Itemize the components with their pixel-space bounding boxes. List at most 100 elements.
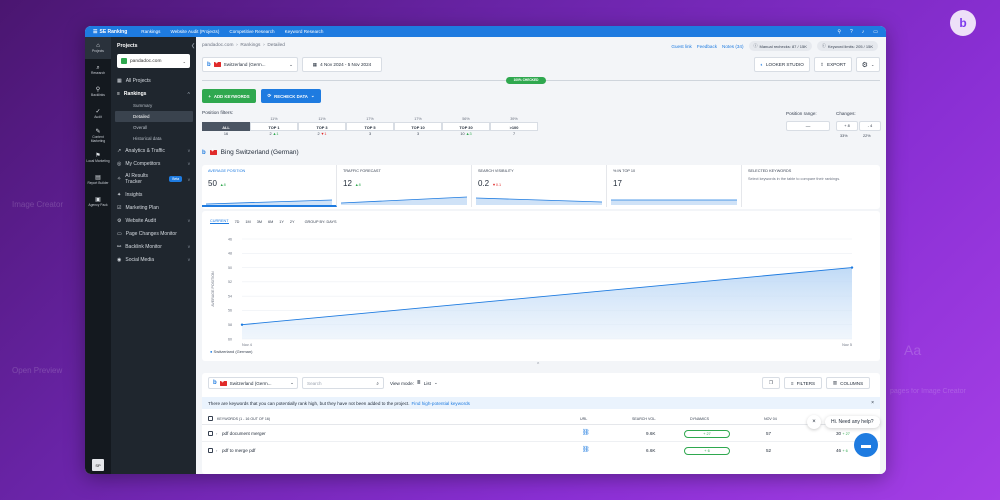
chat-button[interactable]: ▬ — [854, 433, 878, 457]
keyword-text[interactable]: pdf document merger — [222, 431, 266, 436]
bell-icon[interactable]: ♪ — [861, 28, 865, 35]
sidebar-sub-detailed[interactable]: Detailed — [115, 111, 193, 122]
tab-6m[interactable]: 6M — [267, 219, 274, 224]
keyword-limits-chip[interactable]: ⓘ Keyword limits: 205 / 15K — [816, 41, 878, 51]
filter-over100[interactable]: 39% >100 7 — [490, 116, 538, 138]
copy-button[interactable]: ❐ — [762, 377, 780, 389]
metric-average-position[interactable]: AVERAGE POSITION 50 ▲8 — [202, 165, 337, 207]
col-search-vol[interactable]: SEARCH VOL. — [632, 417, 657, 421]
location-icon[interactable]: ⚲ — [837, 28, 841, 35]
metric-top10[interactable]: % IN TOP 10 17 — [607, 165, 742, 207]
url-link-icon[interactable]: ⛓ — [582, 430, 590, 436]
sidebar-sub-historical[interactable]: Historical data — [133, 136, 162, 141]
rail-audit[interactable]: ✓ Audit — [85, 103, 111, 125]
help-icon[interactable]: ? — [849, 28, 853, 35]
rail-local-marketing[interactable]: ⚑ Local Marketing — [85, 147, 111, 169]
sidebar-item-social-media[interactable]: ◉ Social Media v — [111, 253, 196, 266]
sidebar-item-page-changes[interactable]: ▭ Page Changes Monitor — [111, 227, 196, 240]
window-icon[interactable]: ▭ — [873, 28, 878, 35]
engine-selector[interactable]: b Switzerland (Germ... ⌄ — [202, 57, 298, 72]
url-link-icon[interactable]: ⛓ — [582, 447, 590, 453]
expand-icon[interactable]: › — [216, 448, 218, 453]
nav-keyword-research[interactable]: Keyword Research — [284, 29, 324, 34]
select-all-checkbox[interactable] — [208, 416, 213, 421]
sidebar-item-ai-results[interactable]: ✧ AI Results Tracker Beta v — [111, 170, 196, 188]
metric-traffic-forecast[interactable]: TRAFFIC FORECAST 12 ▲8 — [337, 165, 472, 207]
filter-top30[interactable]: 56% TOP 30 10 ▲3 — [442, 116, 490, 138]
looker-studio-button[interactable]: ◐ LOOKER STUDIO — [754, 57, 810, 72]
rail-backlinks[interactable]: ⚲ Backlinks — [85, 81, 111, 103]
filter-all[interactable]: ALL 16 — [202, 116, 250, 138]
col-url[interactable]: URL — [580, 417, 588, 421]
rail-report-builder[interactable]: ▤ Report Builder — [85, 169, 111, 191]
sidebar-item-analytics[interactable]: ↗ Analytics & Traffic v — [111, 144, 196, 157]
tab-current[interactable]: CURRENT — [210, 219, 229, 224]
row-checkbox[interactable] — [208, 431, 213, 436]
add-keywords-button[interactable]: + ADD KEYWORDS — [202, 89, 256, 103]
tab-1y[interactable]: 1Y — [279, 219, 284, 224]
changes-down-text: - 4 — [867, 124, 873, 128]
date-range-picker[interactable]: ▦ 4 Nov 2024 - 5 Nov 2024 — [302, 57, 382, 72]
col-dynamics[interactable]: DYNAMICS — [690, 417, 709, 421]
tab-2y[interactable]: 2Y — [289, 219, 295, 224]
sidebar-sub-overall[interactable]: Overall — [133, 125, 148, 130]
collapse-chart-icon[interactable]: ⌃ — [536, 362, 541, 368]
close-help-icon[interactable]: × — [807, 415, 821, 429]
nav-competitive-research[interactable]: Competitive Research — [229, 29, 275, 34]
nav-rankings[interactable]: Rankings — [141, 29, 161, 34]
rail-content-marketing[interactable]: ✎ Content Marketing — [85, 125, 111, 147]
expand-icon[interactable]: › — [216, 431, 218, 436]
rail-research[interactable]: ⌕ Research — [85, 59, 111, 81]
guest-link[interactable]: Guest link — [671, 43, 692, 49]
sidebar-sub-summary[interactable]: Summary — [133, 103, 153, 108]
metric-search-visibility[interactable]: SEARCH VISIBILITY 0.2 ▼0.1 — [472, 165, 607, 207]
sidebar-item-insights[interactable]: ✦ Insights — [111, 188, 196, 201]
manual-rechecks-chip[interactable]: ⓘ Manual rechecks: 87 / 15K — [748, 41, 812, 51]
breadcrumb-project[interactable]: pandadoc.com — [202, 43, 234, 48]
tab-1m[interactable]: 1M — [245, 219, 251, 224]
filter-top10[interactable]: 17% TOP 10 3 — [394, 116, 442, 138]
close-icon[interactable]: × — [871, 400, 874, 406]
settings-button[interactable]: ⚙ ⌄ — [856, 57, 880, 72]
table-engine-selector[interactable]: b Switzerland (Germ... ⌄ — [208, 377, 298, 389]
collapse-icon[interactable]: ❮ — [191, 43, 196, 49]
position-range-input[interactable]: — — [786, 121, 830, 131]
sidebar-item-website-audit[interactable]: ⚙ Website Audit v — [111, 214, 196, 227]
sidebar-item-competitors[interactable]: ◎ My Competitors v — [111, 157, 196, 170]
rail-agency-pack[interactable]: ▣ Agency Pack — [85, 191, 111, 213]
export-button[interactable]: ⇪ EXPORT — [814, 57, 852, 72]
app-logo[interactable]: ☰ SE Ranking — [93, 29, 127, 35]
row-checkbox[interactable] — [208, 448, 213, 453]
view-mode[interactable]: View mode: ≣ List ⌄ — [390, 377, 438, 389]
filters-button[interactable]: ≡ FILTERS — [784, 377, 822, 389]
tab-3m[interactable]: 3M — [256, 219, 262, 224]
sidebar-item-all-projects[interactable]: ▦ All Projects — [111, 74, 196, 87]
rail-projects[interactable]: ⌂ Projects — [85, 37, 111, 59]
help-bubble[interactable]: Hi. Need any help? — [825, 416, 880, 428]
tab-7d[interactable]: 7D — [234, 219, 240, 224]
group-by-dropdown[interactable]: GROUP BY: DAYS — [304, 219, 337, 224]
sidebar-item-backlink-monitor[interactable]: ⚯ Backlink Monitor v — [111, 240, 196, 253]
columns-button[interactable]: ▥ COLUMNS — [826, 377, 870, 389]
feedback-link[interactable]: Feedback — [696, 43, 718, 49]
col-keywords[interactable]: KEYWORDS (1 - 16 OUT OF 16) — [217, 417, 271, 421]
high-potential-link[interactable]: Find high-potential keywords — [411, 400, 470, 406]
nav-website-audit[interactable]: Website Audit (Projects) — [170, 29, 220, 34]
breadcrumb-rankings[interactable]: Rankings — [240, 43, 261, 48]
notes-link[interactable]: Notes (34) — [722, 43, 744, 49]
chart-legend[interactable]: ● Switzerland (German) — [210, 349, 252, 354]
sidebar-item-marketing-plan[interactable]: ☑ Marketing Plan — [111, 201, 196, 214]
changes-up-filter[interactable]: + 8 — [836, 121, 858, 131]
project-selector[interactable]: pandadoc.com ⌄ — [117, 54, 190, 68]
keyword-text[interactable]: pdf to merge pdf — [222, 448, 256, 453]
search-input[interactable]: Search ⌕ — [302, 377, 384, 389]
y-tick-label: 60 — [228, 337, 232, 341]
avatar[interactable]: SP — [92, 459, 104, 471]
col-nov04[interactable]: NOV 04 — [764, 417, 777, 421]
sidebar-item-rankings[interactable]: ≡ Rankings ^ — [111, 87, 196, 100]
recheck-data-button[interactable]: ⟳ RECHECK DATA ⌄ — [261, 89, 321, 103]
changes-down-filter[interactable]: - 4 — [859, 121, 881, 131]
